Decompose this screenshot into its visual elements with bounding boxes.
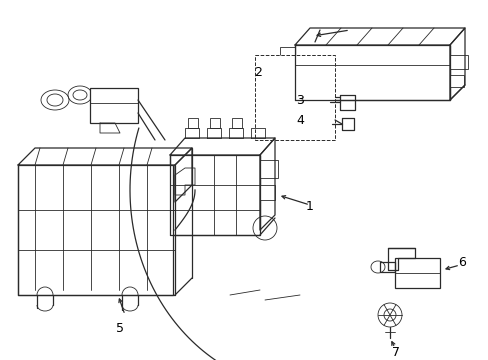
Bar [280, 77, 294, 87]
Bar [394, 258, 439, 288]
Bar [209, 118, 220, 128]
Text: 1: 1 [305, 201, 313, 213]
Bar [449, 75, 463, 87]
Bar [280, 47, 294, 57]
Text: 5: 5 [116, 321, 124, 334]
Text: 7: 7 [391, 346, 399, 359]
Bar [260, 160, 278, 178]
Text: 4: 4 [295, 113, 304, 126]
Text: 3: 3 [295, 94, 304, 107]
Text: 2: 2 [254, 67, 262, 80]
Bar [254, 55, 334, 140]
Bar [231, 118, 242, 128]
Bar [18, 165, 173, 295]
Bar [280, 63, 294, 73]
Bar [90, 88, 138, 123]
Bar [294, 45, 449, 100]
Bar [187, 118, 198, 128]
Bar [170, 155, 260, 235]
Text: 6: 6 [457, 256, 465, 269]
Bar [260, 185, 274, 200]
Bar [449, 55, 467, 69]
